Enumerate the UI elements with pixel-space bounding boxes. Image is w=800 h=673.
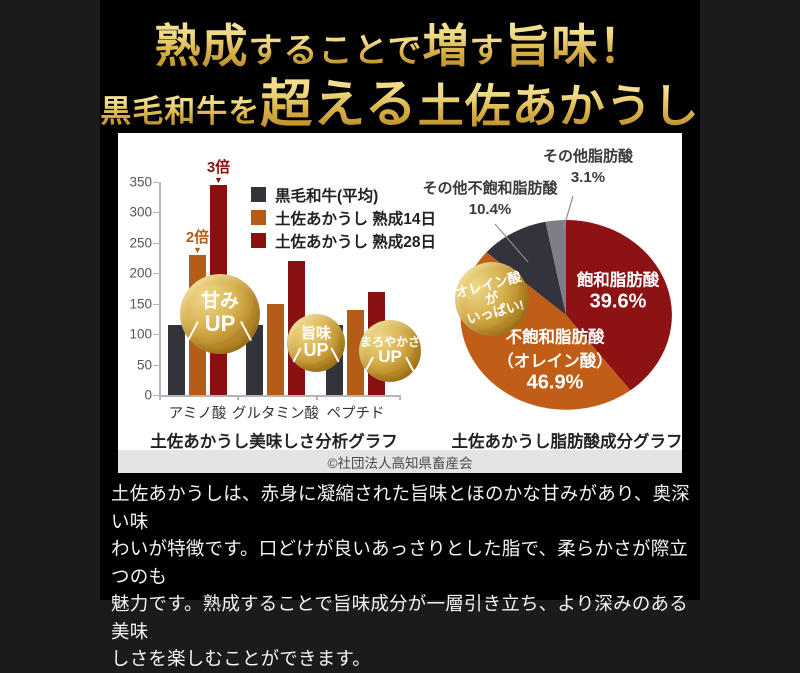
slice-percent: 46.9% — [526, 371, 584, 394]
bar-annotation: 2倍 ▼ — [186, 230, 209, 255]
badge-まろやかさ-up: まろやかさ UP — [359, 320, 421, 382]
x-tick-mark — [399, 395, 401, 400]
y-tick-mark — [153, 212, 159, 214]
slice-percent: 10.4% — [468, 201, 512, 218]
headline-segment: 黒毛和牛を — [100, 86, 260, 131]
y-tick-label: 200 — [129, 265, 152, 281]
pie-chart-title: 土佐あかうし脂肪酸成分グラフ — [451, 433, 683, 451]
slice-percent: 39.6% — [589, 290, 647, 313]
y-tick-label: 250 — [129, 235, 152, 251]
legend-item: 土佐あかうし 熟成28日 — [251, 229, 436, 252]
y-tick-mark — [153, 334, 159, 336]
slice-name: 不飽和脂肪酸 — [505, 328, 605, 347]
header: 熟成 することで増す旨味！ 黒毛和牛を 超える 土佐あかうし — [100, 0, 700, 134]
charts-panel: 0 50 100 150 200 250 300 350 アミノ酸 グルタミン酸 ペプチド 2倍 ▼ 3倍… — [118, 133, 683, 473]
slice-name: 飽和脂肪酸 — [576, 271, 660, 290]
badge-text-line: UP — [303, 340, 329, 361]
legend-swatch — [251, 233, 266, 248]
annotation-text: 2倍 — [185, 229, 210, 247]
headline-line-2: 黒毛和牛を 超える 土佐あかうし — [100, 62, 700, 134]
y-tick-mark — [153, 364, 159, 366]
x-category-label: アミノ酸 — [168, 406, 227, 422]
pie-chart — [460, 195, 672, 410]
x-tick-mark — [237, 395, 239, 400]
slice-name: その他脂肪酸 — [542, 148, 634, 165]
headline-segment: 土佐あかうし — [418, 70, 700, 136]
pie-slice-その他不飽和脂肪酸 — [486, 221, 566, 315]
headline-segment: することで — [249, 23, 423, 72]
badge-text-line: UP — [378, 347, 402, 367]
y-tick-mark — [153, 395, 159, 396]
y-tick-label: 100 — [129, 326, 152, 342]
down-arrow-icon: ▼ — [193, 245, 202, 256]
badge-旨味-up: 旨味 UP — [287, 314, 345, 372]
y-tick-mark — [153, 242, 159, 244]
x-tick-mark — [159, 395, 161, 400]
pie-leader-line — [494, 223, 529, 263]
y-tick-label: 350 — [129, 174, 152, 190]
y-tick-label: 50 — [136, 357, 152, 373]
y-tick-mark — [153, 303, 159, 305]
legend-swatch — [251, 187, 266, 202]
legend-item: 土佐あかうし 熟成14日 — [251, 206, 436, 229]
badge-甘み-up: 甘み UP — [180, 274, 260, 354]
pie-slice-飽和脂肪酸 — [566, 220, 672, 391]
legend-item: 黒毛和牛(平均) — [251, 183, 436, 206]
legend-label: 土佐あかうし 熟成28日 — [275, 233, 437, 251]
legend-label: 土佐あかうし 熟成14日 — [275, 210, 437, 228]
bar-土佐あかうし 熟成14日-ペプチド — [347, 309, 364, 395]
badge-text-line: まろやかさ — [359, 334, 420, 349]
infographic-root: 熟成 することで増す旨味！ 黒毛和牛を 超える 土佐あかうし 0 50 100 150 200… — [100, 0, 700, 669]
slice-name: その他不飽和脂肪酸 — [422, 180, 558, 197]
bar-黒毛和牛(平均)-アミノ酸 — [168, 325, 185, 395]
annotation-text: 3倍 — [206, 159, 231, 177]
pie-label-other-unsaturated: その他不飽和脂肪酸 10.4% — [422, 178, 557, 220]
pie-leader-line — [562, 195, 574, 231]
badge-text-line: 甘み — [200, 291, 239, 313]
down-arrow-icon: ▼ — [214, 175, 223, 186]
legend-label: 黒毛和牛(平均) — [275, 187, 379, 205]
slice-name2: （オレイン酸） — [497, 352, 613, 371]
y-tick-label: 150 — [129, 296, 152, 312]
y-tick-label: 300 — [129, 204, 152, 220]
pie-label-other-fat: その他脂肪酸 3.1% — [543, 146, 633, 188]
bar-chart-y-axis — [159, 182, 161, 395]
legend-swatch — [251, 210, 266, 225]
headline-segment: 旨味！ — [504, 10, 645, 76]
headline-segment: す — [469, 23, 504, 72]
pie-label-saturated: 飽和脂肪酸 39.6% — [577, 267, 660, 314]
y-tick-mark — [153, 273, 159, 275]
pie-label-unsaturated: 不飽和脂肪酸 （オレイン酸） 46.9% — [497, 324, 613, 395]
bar-黒毛和牛(平均)-グルタミン酸 — [246, 325, 263, 395]
badge-text-line: UP — [204, 311, 236, 337]
x-category-label: グルタミン酸 — [232, 406, 319, 422]
bar-chart-x-axis — [159, 395, 400, 397]
x-tick-mark — [316, 395, 318, 400]
slice-percent: 3.1% — [570, 169, 606, 186]
x-category-label: ペプチド — [326, 406, 385, 422]
y-tick-mark — [153, 182, 159, 183]
description-text: 土佐あかうしは、赤身に凝縮された旨味とほのかな甘みがあり、奥深い味 わいが特徴で… — [111, 483, 690, 669]
headline-segment: 増 — [422, 10, 469, 76]
badge-text-line: 旨味 — [300, 324, 331, 342]
bar-chart-legend: 黒毛和牛(平均) 土佐あかうし 熟成14日 土佐あかうし 熟成28日 — [251, 183, 436, 252]
bar-土佐あかうし 熟成14日-グルタミン酸 — [267, 303, 284, 395]
headline-line-1: 熟成 することで増す旨味！ — [100, 10, 700, 72]
pie-slice-その他脂肪酸 — [545, 220, 566, 315]
copyright-band: ©社団法人高知県畜産会 — [118, 450, 682, 473]
headline-segment: 超える — [260, 62, 417, 137]
bar-chart-title: 土佐あかうし美味しさ分析グラフ — [150, 433, 398, 451]
copyright-text: ©社団法人高知県畜産会 — [327, 455, 473, 471]
headline-segment: 熟成 — [155, 10, 249, 76]
bar-annotation: 3倍 ▼ — [207, 160, 230, 185]
y-tick-label: 0 — [144, 387, 152, 403]
